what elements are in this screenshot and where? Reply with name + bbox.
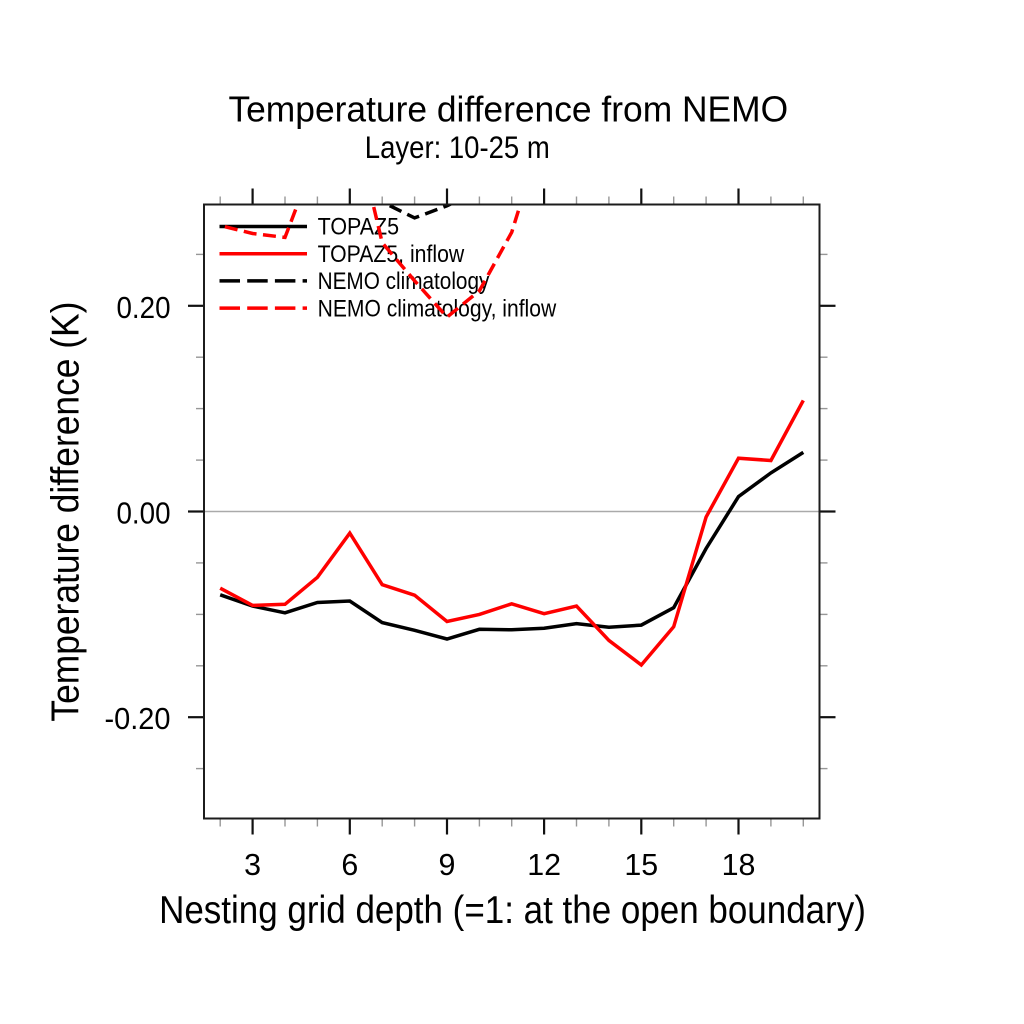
svg-text:Layer: 10-25 m: Layer: 10-25 m <box>365 130 550 165</box>
svg-text:TOPAZ5: TOPAZ5 <box>318 215 400 241</box>
svg-text:-0.20: -0.20 <box>105 701 171 736</box>
svg-text:9: 9 <box>439 848 456 882</box>
svg-text:NEMO climatology: NEMO climatology <box>318 269 490 295</box>
svg-text:0.00: 0.00 <box>117 496 171 531</box>
svg-text:6: 6 <box>341 848 358 882</box>
svg-text:12: 12 <box>527 848 561 882</box>
svg-text:Temperature difference (K): Temperature difference (K) <box>44 302 87 722</box>
svg-text:18: 18 <box>722 848 756 882</box>
svg-text:15: 15 <box>624 848 658 882</box>
svg-text:Nesting grid depth (=1: at the: Nesting grid depth (=1: at the open boun… <box>159 889 866 932</box>
svg-text:3: 3 <box>244 848 261 882</box>
svg-text:0.20: 0.20 <box>117 290 171 325</box>
svg-text:NEMO climatology, inflow: NEMO climatology, inflow <box>318 296 557 322</box>
svg-text:Temperature difference from NE: Temperature difference from NEMO <box>228 89 788 129</box>
